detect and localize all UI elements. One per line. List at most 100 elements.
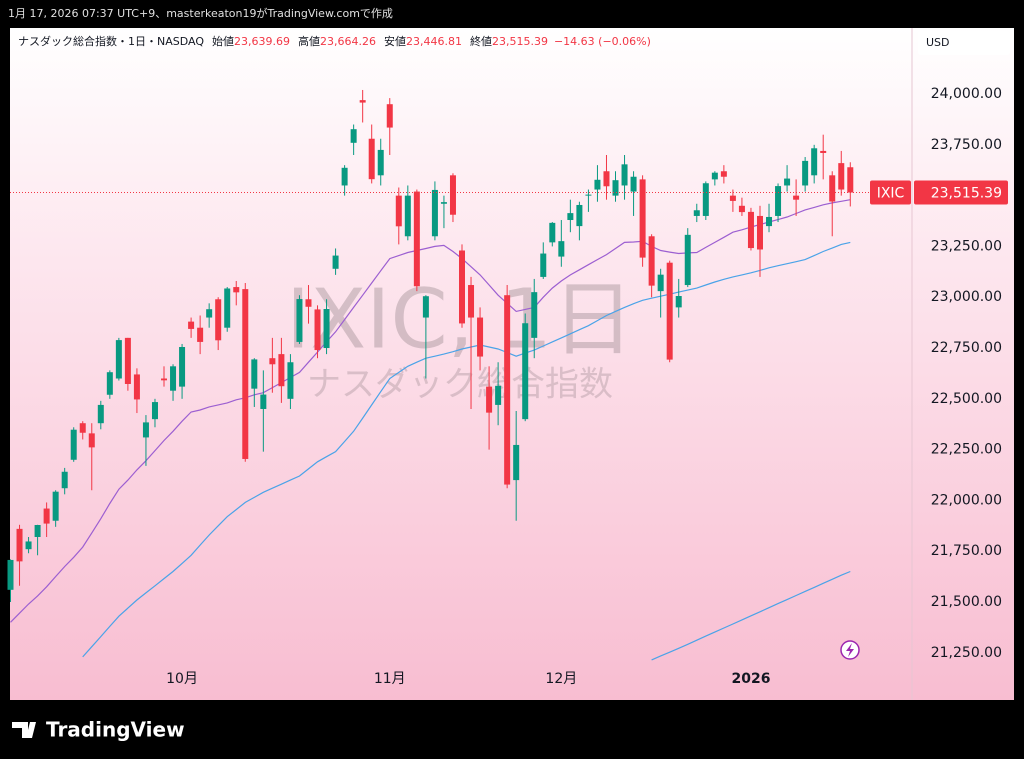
moving-average — [82, 241, 851, 658]
candle-body — [675, 296, 682, 308]
candle-body — [88, 433, 95, 448]
candle-body — [188, 321, 195, 329]
watermark-subtitle: ナスダック総合指数 — [307, 365, 613, 405]
candle-body — [784, 178, 791, 186]
candle-body — [305, 299, 312, 307]
candle-body — [585, 194, 592, 196]
candle-body — [79, 423, 86, 433]
brand-logo — [12, 722, 36, 738]
candle-body — [133, 374, 140, 400]
candle-body — [323, 309, 330, 349]
candle-body — [296, 299, 303, 342]
candle-body — [738, 205, 745, 213]
x-tick-label: 2026 — [731, 671, 770, 687]
candle-body — [621, 164, 628, 186]
candle-body — [847, 167, 854, 193]
candle-body — [251, 359, 258, 389]
currency-box[interactable] — [918, 31, 1010, 55]
candle-body — [630, 176, 637, 192]
symbol-tag — [870, 180, 911, 205]
field-value: 23,664.26 — [320, 35, 376, 48]
candle-body — [7, 559, 14, 590]
candle-body — [440, 202, 447, 204]
candle-body — [459, 250, 465, 324]
moving-average — [651, 570, 851, 661]
event-icon-bolt — [846, 643, 854, 657]
candle-body — [531, 292, 538, 338]
candle-body — [115, 340, 122, 379]
field-label: 終値 — [470, 34, 492, 48]
y-tick-label: 21,250.00 — [931, 645, 1002, 661]
y-tick-label: 21,500.00 — [931, 594, 1002, 610]
candle-body — [513, 444, 520, 481]
candle-body — [522, 323, 529, 420]
candle-body — [170, 366, 177, 391]
candle-body — [657, 274, 664, 292]
chart-panel — [10, 28, 1014, 700]
y-tick-label: 22,250.00 — [931, 442, 1002, 458]
field-value: 23,515.39 — [492, 35, 548, 48]
moving-average — [10, 199, 851, 623]
candle-body — [269, 358, 276, 365]
y-tick-label: 22,000.00 — [931, 492, 1002, 508]
candle-body — [567, 213, 574, 221]
candle-body — [52, 491, 59, 521]
candle-body — [70, 429, 77, 460]
candle-body — [377, 149, 384, 176]
candle-body — [829, 175, 836, 202]
header: ナスダック総合指数・1日・NASDAQ 始値23,639.69 高値23,664.2… — [18, 34, 651, 48]
y-tick-label: 23,750.00 — [931, 137, 1002, 153]
candle-body — [549, 222, 556, 243]
y-tick-label: 23,250.00 — [931, 238, 1002, 254]
candle-body — [215, 299, 222, 341]
candle-body — [775, 186, 782, 216]
candle-body — [711, 172, 718, 180]
symbol-tag-label: IXIC — [877, 186, 905, 202]
candle-body — [666, 262, 673, 360]
candle-body — [558, 241, 565, 257]
currency[interactable]: USD — [926, 36, 950, 49]
candle-body — [495, 385, 502, 405]
candle-body — [43, 508, 50, 524]
x-tick-label: 10月 — [166, 671, 198, 687]
candle-body — [34, 525, 41, 537]
candle-body — [802, 160, 809, 186]
candle-body — [161, 378, 168, 381]
candle-body — [314, 309, 321, 351]
candle-body — [206, 309, 213, 318]
candle-body — [413, 191, 420, 287]
change: −14.63 (−0.06%) — [554, 35, 651, 48]
candle-body — [756, 215, 763, 250]
field-label: 安値 — [384, 34, 406, 48]
candle-body — [332, 255, 339, 269]
candle-body — [720, 171, 727, 177]
candle-body — [603, 171, 610, 187]
candle-body — [449, 175, 456, 215]
candle-body — [287, 362, 294, 399]
candle-body — [820, 150, 827, 153]
candle-body — [684, 234, 691, 286]
plot — [7, 89, 912, 661]
y-tick-label: 22,750.00 — [931, 340, 1002, 356]
candle-body — [576, 204, 583, 227]
candle-body — [648, 236, 655, 286]
candle-body — [486, 386, 493, 413]
candle-body — [106, 372, 113, 395]
candle-body — [811, 148, 818, 176]
candle-body — [224, 288, 231, 328]
candle-body — [233, 287, 240, 293]
candle-body — [260, 394, 267, 409]
credit: 1月 17, 2026 07:37 UTC+9、masterkeaton19がT… — [8, 6, 393, 20]
candle-body — [124, 337, 131, 384]
field-value: 23,639.69 — [234, 35, 290, 48]
brand: TradingView — [46, 718, 185, 742]
candle-body — [368, 138, 375, 180]
candle-body — [766, 216, 773, 227]
candle-body — [197, 327, 204, 342]
candle-body — [477, 317, 484, 357]
candle-body — [422, 296, 429, 318]
candle-body — [341, 167, 348, 186]
field-label: 高値 — [298, 34, 320, 48]
